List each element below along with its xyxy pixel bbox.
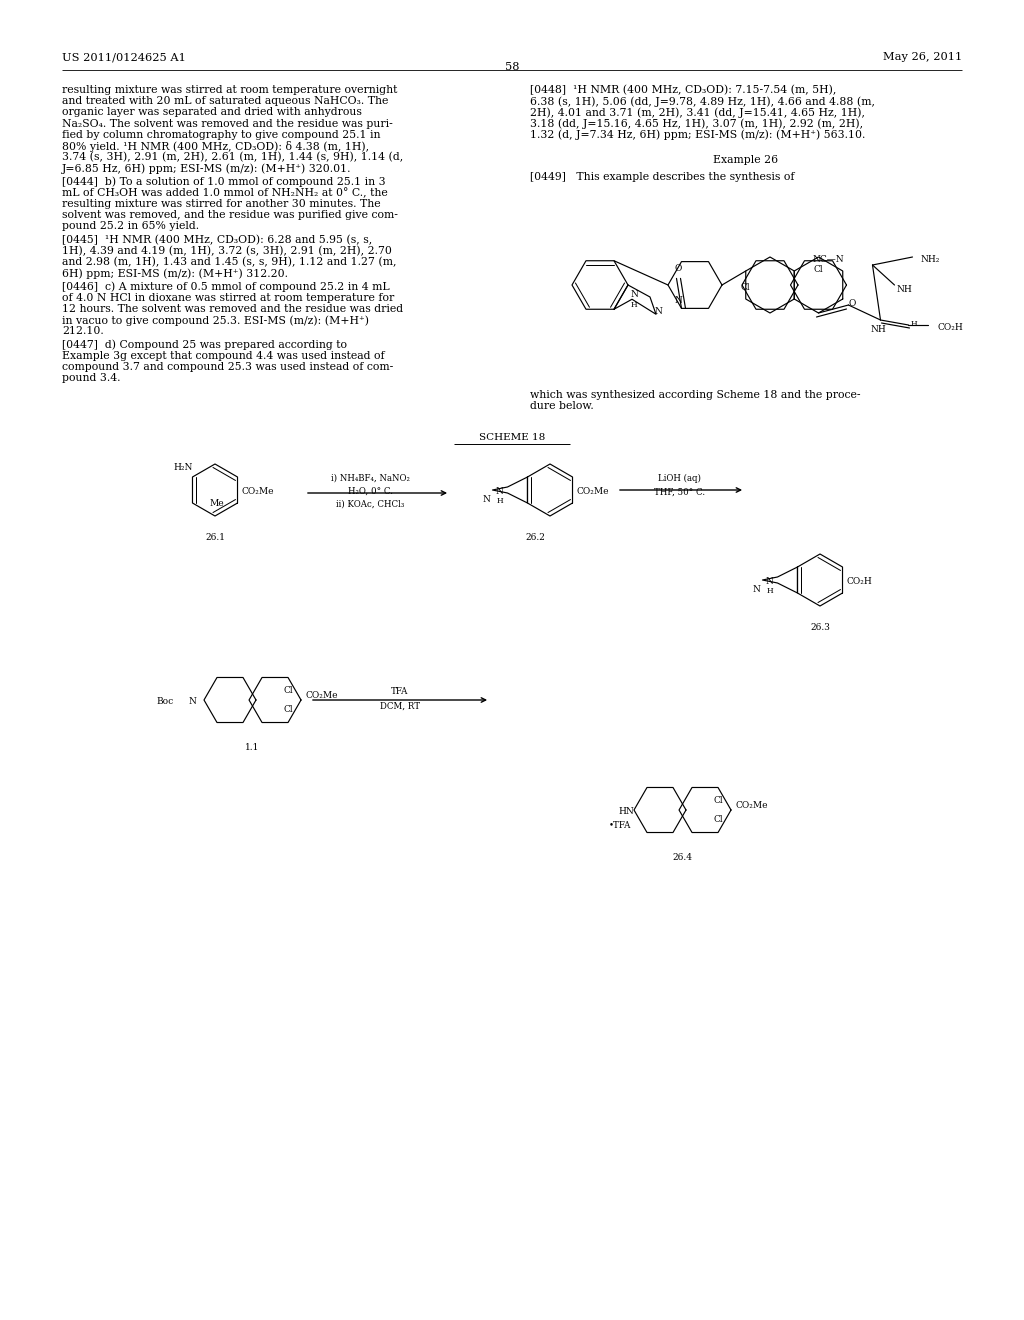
- Text: US 2011/0124625 A1: US 2011/0124625 A1: [62, 51, 186, 62]
- Text: 26.4: 26.4: [673, 854, 692, 862]
- Text: N: N: [753, 586, 761, 594]
- Text: H₂O, 0° C.: H₂O, 0° C.: [347, 487, 392, 495]
- Text: organic layer was separated and dried with anhydrous: organic layer was separated and dried wi…: [62, 107, 361, 117]
- Text: SCHEME 18: SCHEME 18: [479, 433, 545, 442]
- Text: [0444]  b) To a solution of 1.0 mmol of compound 25.1 in 3: [0444] b) To a solution of 1.0 mmol of c…: [62, 177, 386, 187]
- Text: and 2.98 (m, 1H), 1.43 and 1.45 (s, s, 9H), 1.12 and 1.27 (m,: and 2.98 (m, 1H), 1.43 and 1.45 (s, s, 9…: [62, 257, 396, 268]
- Text: NC—N: NC—N: [813, 256, 845, 264]
- Text: N: N: [766, 577, 773, 586]
- Text: H: H: [631, 301, 637, 309]
- Text: 6H) ppm; ESI-MS (m/z): (M+H⁺) 312.20.: 6H) ppm; ESI-MS (m/z): (M+H⁺) 312.20.: [62, 268, 288, 279]
- Text: CO₂H: CO₂H: [938, 322, 964, 331]
- Text: CO₂Me: CO₂Me: [577, 487, 609, 495]
- Text: Cl: Cl: [714, 796, 723, 805]
- Text: H: H: [766, 587, 773, 595]
- Text: [0445]  ¹H NMR (400 MHz, CD₃OD): 6.28 and 5.95 (s, s,: [0445] ¹H NMR (400 MHz, CD₃OD): 6.28 and…: [62, 235, 373, 246]
- Text: 26.1: 26.1: [205, 533, 225, 543]
- Text: dure below.: dure below.: [530, 401, 594, 411]
- Text: DCM, RT: DCM, RT: [380, 701, 420, 710]
- Text: LiOH (aq): LiOH (aq): [658, 474, 701, 483]
- Text: fied by column chromatography to give compound 25.1 in: fied by column chromatography to give co…: [62, 129, 381, 140]
- Text: CO₂Me: CO₂Me: [305, 692, 338, 701]
- Text: resulting mixture was stirred for another 30 minutes. The: resulting mixture was stirred for anothe…: [62, 199, 381, 209]
- Text: H: H: [910, 319, 918, 327]
- Text: 6.38 (s, 1H), 5.06 (dd, J=9.78, 4.89 Hz, 1H), 4.66 and 4.88 (m,: 6.38 (s, 1H), 5.06 (dd, J=9.78, 4.89 Hz,…: [530, 96, 874, 107]
- Text: HN: HN: [618, 808, 634, 817]
- Text: pound 25.2 in 65% yield.: pound 25.2 in 65% yield.: [62, 222, 199, 231]
- Text: •TFA: •TFA: [609, 821, 631, 830]
- Text: 26.3: 26.3: [810, 623, 829, 632]
- Text: CO₂Me: CO₂Me: [242, 487, 274, 495]
- Text: Cl: Cl: [741, 282, 751, 292]
- Text: Boc: Boc: [157, 697, 174, 706]
- Text: O: O: [675, 264, 682, 273]
- Text: [0447]  d) Compound 25 was prepared according to: [0447] d) Compound 25 was prepared accor…: [62, 339, 347, 350]
- Text: Cl: Cl: [714, 814, 723, 824]
- Text: N: N: [188, 697, 196, 706]
- Text: 12 hours. The solvent was removed and the residue was dried: 12 hours. The solvent was removed and th…: [62, 304, 403, 314]
- Text: Cl: Cl: [284, 686, 293, 696]
- Text: N: N: [654, 306, 662, 315]
- Text: 80% yield. ¹H NMR (400 MHz, CD₃OD): δ 4.38 (m, 1H),: 80% yield. ¹H NMR (400 MHz, CD₃OD): δ 4.…: [62, 141, 369, 152]
- Text: Example 3g except that compound 4.4 was used instead of: Example 3g except that compound 4.4 was …: [62, 351, 385, 360]
- Text: 1H), 4.39 and 4.19 (m, 1H), 3.72 (s, 3H), 2.91 (m, 2H), 2.70: 1H), 4.39 and 4.19 (m, 1H), 3.72 (s, 3H)…: [62, 246, 392, 256]
- Text: CO₂H: CO₂H: [847, 577, 872, 586]
- Text: May 26, 2011: May 26, 2011: [883, 51, 962, 62]
- Text: N: N: [675, 296, 682, 305]
- Text: [0449]   This example describes the synthesis of: [0449] This example describes the synthe…: [530, 172, 795, 182]
- Text: N: N: [630, 290, 638, 298]
- Text: NH: NH: [870, 326, 887, 334]
- Text: CO₂Me: CO₂Me: [735, 801, 768, 810]
- Text: ii) KOAc, CHCl₃: ii) KOAc, CHCl₃: [336, 499, 404, 508]
- Text: and treated with 20 mL of saturated aqueous NaHCO₃. The: and treated with 20 mL of saturated aque…: [62, 96, 388, 106]
- Text: NH₂: NH₂: [921, 255, 940, 264]
- Text: N: N: [482, 495, 490, 504]
- Text: H₂N: H₂N: [174, 463, 193, 473]
- Text: compound 3.7 and compound 25.3 was used instead of com-: compound 3.7 and compound 25.3 was used …: [62, 362, 393, 372]
- Text: [0448]  ¹H NMR (400 MHz, CD₃OD): 7.15-7.54 (m, 5H),: [0448] ¹H NMR (400 MHz, CD₃OD): 7.15-7.5…: [530, 84, 837, 95]
- Text: THF, 50° C.: THF, 50° C.: [654, 487, 706, 496]
- Text: resulting mixture was stirred at room temperature overnight: resulting mixture was stirred at room te…: [62, 84, 397, 95]
- Text: Me: Me: [210, 499, 224, 508]
- Text: O: O: [849, 298, 856, 308]
- Text: Example 26: Example 26: [714, 154, 778, 165]
- Text: pound 3.4.: pound 3.4.: [62, 374, 121, 383]
- Text: 26.2: 26.2: [525, 533, 545, 543]
- Text: 212.10.: 212.10.: [62, 326, 103, 337]
- Text: Cl: Cl: [284, 705, 293, 714]
- Text: 1.32 (d, J=7.34 Hz, 6H) ppm; ESI-MS (m/z): (M+H⁺) 563.10.: 1.32 (d, J=7.34 Hz, 6H) ppm; ESI-MS (m/z…: [530, 129, 865, 140]
- Text: mL of CH₃OH was added 1.0 mmol of NH₂NH₂ at 0° C., the: mL of CH₃OH was added 1.0 mmol of NH₂NH₂…: [62, 187, 388, 198]
- Text: NH: NH: [897, 285, 912, 293]
- Text: solvent was removed, and the residue was purified give com-: solvent was removed, and the residue was…: [62, 210, 398, 220]
- Text: 58: 58: [505, 62, 519, 73]
- Text: of 4.0 N HCl in dioxane was stirred at room temperature for: of 4.0 N HCl in dioxane was stirred at r…: [62, 293, 394, 302]
- Text: 3.18 (dd, J=15.16, 4.65 Hz, 1H), 3.07 (m, 1H), 2.92 (m, 2H),: 3.18 (dd, J=15.16, 4.65 Hz, 1H), 3.07 (m…: [530, 119, 863, 129]
- Text: Na₂SO₄. The solvent was removed and the residue was puri-: Na₂SO₄. The solvent was removed and the …: [62, 119, 393, 128]
- Text: H: H: [497, 498, 503, 506]
- Text: TFA: TFA: [391, 688, 409, 697]
- Text: 1.1: 1.1: [246, 743, 260, 752]
- Text: Cl: Cl: [814, 264, 823, 273]
- Text: in vacuo to give compound 25.3. ESI-MS (m/z): (M+H⁺): in vacuo to give compound 25.3. ESI-MS (…: [62, 315, 369, 326]
- Text: 2H), 4.01 and 3.71 (m, 2H), 3.41 (dd, J=15.41, 4.65 Hz, 1H),: 2H), 4.01 and 3.71 (m, 2H), 3.41 (dd, J=…: [530, 107, 865, 117]
- Text: N: N: [496, 487, 504, 495]
- Text: which was synthesized according Scheme 18 and the proce-: which was synthesized according Scheme 1…: [530, 389, 860, 400]
- Text: i) NH₄BF₄, NaNO₂: i) NH₄BF₄, NaNO₂: [331, 474, 410, 483]
- Text: [0446]  c) A mixture of 0.5 mmol of compound 25.2 in 4 mL: [0446] c) A mixture of 0.5 mmol of compo…: [62, 281, 389, 292]
- Text: 3.74 (s, 3H), 2.91 (m, 2H), 2.61 (m, 1H), 1.44 (s, 9H), 1.14 (d,: 3.74 (s, 3H), 2.91 (m, 2H), 2.61 (m, 1H)…: [62, 152, 403, 162]
- Text: J=6.85 Hz, 6H) ppm; ESI-MS (m/z): (M+H⁺) 320.01.: J=6.85 Hz, 6H) ppm; ESI-MS (m/z): (M+H⁺)…: [62, 164, 351, 174]
